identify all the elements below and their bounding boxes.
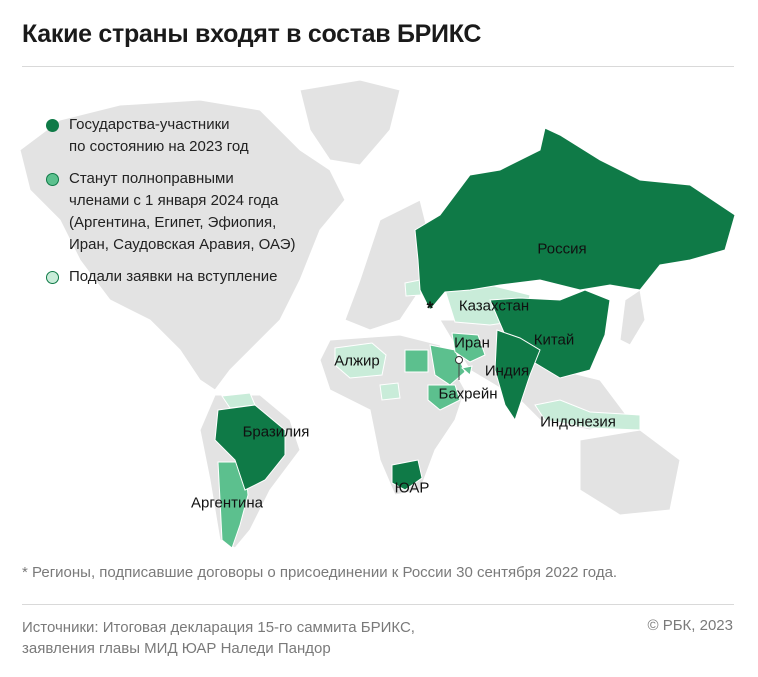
sources: Источники: Итоговая декларация 15-го сам… (22, 617, 415, 659)
label-algeria: Алжир (334, 352, 380, 370)
country-indonesia (534, 399, 641, 431)
legend-text: (Аргентина, Египет, Эфиопия, (69, 214, 277, 231)
page-title: Какие страны входят в состав БРИКС (22, 20, 482, 48)
label-brazil: Бразилия (242, 423, 310, 441)
country-iran (451, 332, 486, 363)
legend-dot-mid-green-icon (46, 173, 59, 186)
country-nigeria (379, 382, 401, 401)
footnote: * Регионы, подписавшие договоры о присое… (22, 564, 618, 581)
legend: Государства-участники по состоянию на 20… (46, 114, 369, 298)
north-america (19, 99, 346, 391)
country-brazil (214, 404, 286, 491)
country-egypt (404, 349, 429, 373)
title-divider (22, 66, 734, 67)
legend-text: Станут полноправными (69, 170, 234, 187)
country-algeria (334, 342, 387, 379)
sources-line: заявления главы МИД ЮАР Наледи Пандор (22, 640, 331, 657)
bahrain-marker (455, 356, 463, 364)
label-china: Китай (533, 331, 575, 349)
country-india (494, 329, 541, 422)
legend-item-members: Государства-участники по состоянию на 20… (46, 114, 369, 158)
legend-text: членами с 1 января 2024 года (69, 192, 279, 209)
legend-text: Подали заявки на вступление (69, 268, 278, 285)
sources-line: Источники: Итоговая декларация 15-го сам… (22, 619, 415, 636)
label-kazakhstan: Казахстан (458, 297, 530, 315)
legend-text: Иран, Саудовская Аравия, ОАЭ) (69, 236, 296, 253)
country-saudi-arabia (429, 344, 466, 386)
legend-text: Государства-участники (69, 116, 230, 133)
copyright: © РБК, 2023 (647, 617, 733, 634)
footer-divider (22, 604, 734, 605)
world-map (19, 79, 736, 549)
country-south-africa (391, 459, 423, 491)
country-ethiopia (427, 384, 461, 411)
label-russia: Россия (537, 240, 587, 258)
country-uae (460, 365, 473, 376)
country-russia (414, 127, 736, 311)
australia (579, 429, 681, 516)
label-argentina: Аргентина (191, 494, 263, 512)
label-india: Индия (484, 362, 530, 380)
label-iran: Иран (454, 334, 490, 352)
label-asterisk: * (426, 298, 434, 319)
legend-item-applied: Подали заявки на вступление (46, 266, 369, 288)
label-indonesia: Индонезия (540, 413, 616, 431)
europe (344, 199, 431, 331)
legend-item-joining-2024: Станут полноправными членами с 1 января … (46, 168, 369, 256)
label-south-africa: ЮАР (394, 479, 430, 497)
legend-dot-light-green-icon (46, 271, 59, 284)
japan (619, 289, 646, 346)
country-belarus (404, 279, 422, 297)
legend-dot-dark-green-icon (46, 119, 59, 132)
greenland (299, 79, 401, 166)
legend-text: по состоянию на 2023 год (69, 138, 249, 155)
label-bahrain: Бахрейн (438, 385, 498, 403)
